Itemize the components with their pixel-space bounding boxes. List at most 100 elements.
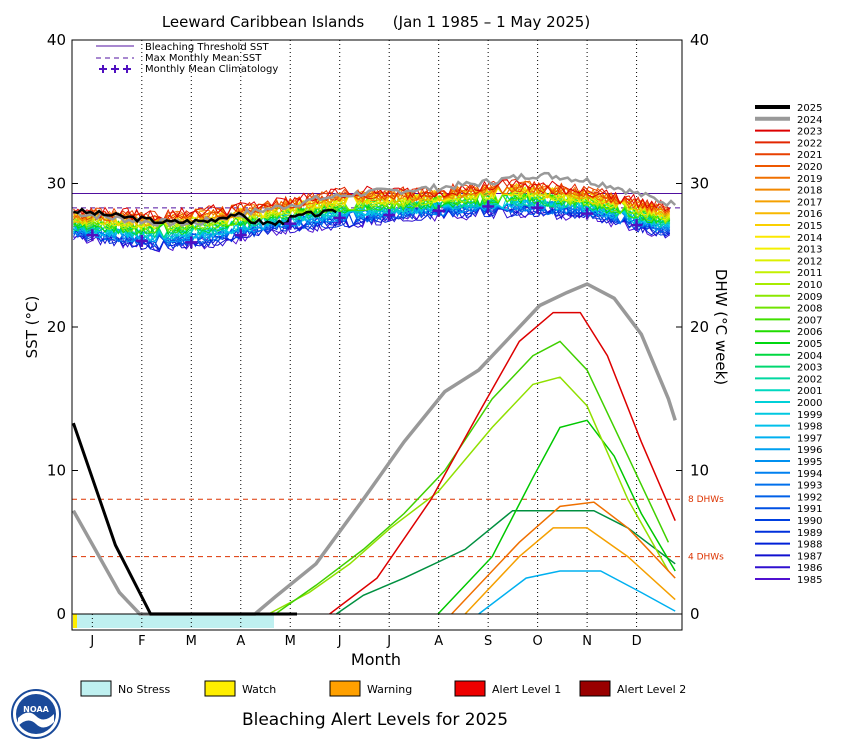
- year-legend-label: 1999: [797, 410, 822, 421]
- sst-2025-line: [73, 207, 337, 227]
- legend-warning: Warning: [367, 683, 412, 696]
- dhw-ref-label: 4 DHWs: [688, 553, 724, 563]
- year-legend-label: 1987: [797, 551, 822, 562]
- year-legend-label: 2025: [797, 103, 822, 114]
- y-tick-label-left: 40: [47, 31, 66, 49]
- sst-year-line: [73, 187, 670, 231]
- x-tick-label: J: [386, 634, 391, 649]
- year-legend-label: 2019: [797, 174, 822, 185]
- climatology-markers: [86, 200, 643, 249]
- year-legend-label: 2007: [797, 315, 822, 326]
- year-legend-label: 2021: [797, 150, 822, 161]
- year-legend-label: 2011: [797, 268, 822, 279]
- y-axis-ticks: 0 0 10 10 20 20 30 30 40 40: [47, 31, 709, 623]
- year-legend-label: 1998: [797, 422, 822, 433]
- year-legend-label: 2005: [797, 339, 822, 350]
- year-legend-label: 2015: [797, 221, 822, 232]
- sst-series: [73, 171, 677, 228]
- year-legend-label: 2009: [797, 292, 822, 303]
- dhw-year-line: [478, 570, 676, 615]
- x-tick-label: J: [337, 634, 342, 649]
- y-tick-label-right: 10: [690, 462, 709, 480]
- watch-strip: [73, 614, 77, 628]
- year-legend-label: 2002: [797, 374, 822, 385]
- sst-year-line: [73, 203, 671, 251]
- y-tick-label-right: 30: [690, 175, 709, 193]
- sst-year-line: [73, 179, 671, 223]
- chart-title: Leeward Caribbean Islands (Jan 1 1985 – …: [162, 13, 590, 31]
- year-legend-label: 2023: [797, 127, 822, 138]
- year-legend-label: 2013: [797, 245, 822, 256]
- year-legend-label: 1985: [797, 575, 822, 586]
- year-legend-label: 2016: [797, 209, 822, 220]
- dhw-2023-line: [329, 311, 676, 615]
- x-tick-label: M: [186, 634, 197, 649]
- year-legend-label: 1996: [797, 445, 822, 456]
- x-tick-label: M: [285, 634, 296, 649]
- x-tick-label: F: [138, 634, 145, 649]
- legend-clim: Monthly Mean Climatology: [145, 64, 278, 75]
- dhw-reference-lines: 8 DHWs 4 DHWs: [72, 495, 724, 563]
- y-tick-label-left: 30: [47, 175, 66, 193]
- year-legend-label: 1989: [797, 528, 822, 539]
- x-tick-label: N: [582, 634, 592, 649]
- y-tick-label-right: 20: [690, 318, 709, 336]
- x-axis-label: Month: [351, 650, 401, 669]
- y-tick-label-right: 0: [690, 605, 700, 623]
- x-tick-label: D: [632, 634, 642, 649]
- plot-frame: [72, 40, 682, 630]
- year-legend-label: 2020: [797, 162, 822, 173]
- dhw-year-line: [268, 376, 670, 615]
- sst-year-line: [73, 206, 671, 253]
- year-legend-label: 2018: [797, 186, 822, 197]
- year-legend-label: 2000: [797, 398, 822, 409]
- sst-year-line: [72, 201, 671, 247]
- year-legend-label: 2008: [797, 304, 822, 315]
- dhw-ref-label: 8 DHWs: [688, 495, 724, 505]
- noaa-logo: NOAA: [11, 689, 61, 739]
- dhw-year-line: [335, 509, 676, 615]
- sst-year-line: [73, 200, 670, 245]
- year-legend-label: 2012: [797, 256, 822, 267]
- footer-title: Bleaching Alert Levels for 2025: [242, 710, 508, 730]
- dhw-year-line: [437, 419, 676, 615]
- x-tick-label: A: [236, 634, 245, 649]
- year-legend-label: 2004: [797, 351, 822, 362]
- stress-strip: [73, 614, 274, 628]
- year-legend-label: 2003: [797, 363, 822, 374]
- plus-markers-icon: [99, 65, 131, 73]
- year-legend-label: 1991: [797, 504, 822, 515]
- year-legend-label: 2024: [797, 115, 822, 126]
- legend-alert-1: Alert Level 1: [492, 683, 561, 696]
- inner-legend: Bleaching Threshold SST Max Monthly Mean…: [96, 42, 278, 75]
- year-legend-label: 1992: [797, 492, 822, 503]
- year-legend-label: 2001: [797, 386, 822, 397]
- year-legend-label: 2010: [797, 280, 822, 291]
- y-tick-label-left: 0: [56, 605, 66, 623]
- sst-year-line: [73, 179, 671, 222]
- year-legend-label: 1997: [797, 433, 822, 444]
- year-legend-label: 2014: [797, 233, 822, 244]
- year-legend-label: 1993: [797, 481, 822, 492]
- svg-text:NOAA: NOAA: [23, 705, 49, 714]
- year-legend-label: 1986: [797, 563, 822, 574]
- year-legend-label: 1995: [797, 457, 822, 468]
- legend-threshold: Bleaching Threshold SST: [145, 42, 270, 53]
- sst-year-line: [72, 186, 671, 231]
- x-tick-label: J: [89, 634, 94, 649]
- x-tick-label: A: [434, 634, 443, 649]
- year-legend-label: 1994: [797, 469, 822, 480]
- dhw-year-line: [464, 527, 676, 615]
- sst-2024-line: [73, 171, 677, 228]
- year-legend-label: 1988: [797, 540, 822, 551]
- dhw-series: [71, 282, 677, 616]
- alert-legend: No Stress Watch Warning Alert Level 1 Al…: [80, 680, 686, 697]
- x-tick-label: O: [533, 634, 543, 649]
- year-legend-label: 2022: [797, 138, 822, 149]
- year-legend-label: 2017: [797, 197, 822, 208]
- legend-watch: Watch: [242, 683, 276, 696]
- year-legend-label: 1990: [797, 516, 822, 527]
- dhw-year-line: [451, 501, 676, 615]
